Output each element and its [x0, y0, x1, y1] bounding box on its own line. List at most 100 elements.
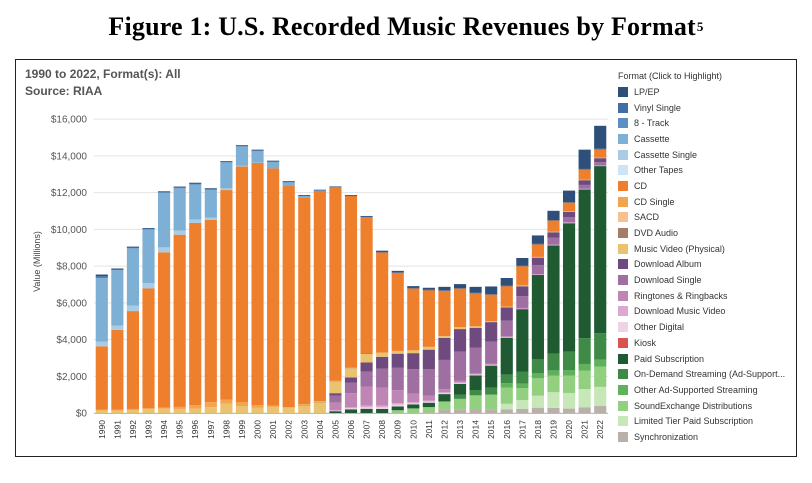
bar-segment[interactable] — [453, 351, 467, 381]
bar-segment[interactable] — [438, 393, 451, 395]
bar-segment[interactable] — [251, 405, 264, 408]
bar-segment[interactable] — [469, 327, 482, 348]
bar-segment[interactable] — [516, 258, 529, 266]
bar-segment[interactable] — [329, 410, 342, 412]
bar-segment[interactable] — [158, 252, 171, 408]
bar-segment[interactable] — [531, 378, 544, 396]
bar-segment[interactable] — [376, 407, 389, 409]
bar-segment[interactable] — [562, 370, 576, 376]
bar-segment[interactable] — [360, 362, 373, 372]
bar-segment[interactable] — [329, 393, 342, 396]
bar-segment[interactable] — [111, 270, 124, 326]
bar-segment[interactable] — [142, 288, 155, 409]
bar-segment[interactable] — [407, 403, 420, 405]
bar-segment[interactable] — [453, 288, 467, 328]
legend-item[interactable]: Paid Subscription — [618, 351, 796, 367]
bar-segment[interactable] — [562, 211, 576, 218]
bar-segment[interactable] — [547, 237, 560, 245]
bar-segment[interactable] — [469, 374, 482, 375]
bar-segment[interactable] — [594, 125, 607, 149]
bar-segment[interactable] — [547, 244, 560, 245]
bar-segment[interactable] — [438, 389, 451, 393]
bar-segment[interactable] — [158, 247, 171, 253]
bar-segment[interactable] — [500, 337, 513, 375]
bar-segment[interactable] — [407, 350, 420, 354]
bar-segment[interactable] — [329, 402, 342, 411]
bar-segment[interactable] — [267, 161, 280, 162]
legend-item[interactable]: SACD — [618, 210, 796, 226]
bar-segment[interactable] — [578, 389, 591, 408]
bar-segment[interactable] — [360, 371, 373, 387]
bar-segment[interactable] — [562, 408, 576, 413]
bar-segment[interactable] — [313, 189, 326, 191]
bar-segment[interactable] — [173, 406, 186, 409]
bar-segment[interactable] — [469, 286, 482, 293]
bar-segment[interactable] — [267, 161, 280, 169]
bar-segment[interactable] — [329, 186, 342, 188]
bar-segment[interactable] — [142, 408, 155, 410]
bar-segment[interactable] — [485, 394, 498, 410]
legend-item[interactable]: Kiosk — [618, 335, 796, 351]
bar-segment[interactable] — [344, 377, 358, 383]
bar-segment[interactable] — [562, 190, 576, 203]
bar-segment[interactable] — [469, 372, 482, 375]
legend-item[interactable]: SoundExchange Distributions — [618, 398, 796, 414]
bar-segment[interactable] — [578, 149, 591, 169]
bar-segment[interactable] — [500, 409, 513, 413]
bar-segment[interactable] — [407, 408, 420, 413]
bar-segment[interactable] — [438, 401, 451, 410]
bar-segment[interactable] — [251, 407, 264, 413]
bar-segment[interactable] — [329, 380, 342, 381]
bar-segment[interactable] — [344, 195, 358, 196]
bar-segment[interactable] — [531, 235, 544, 244]
legend-item[interactable]: Other Digital — [618, 319, 796, 335]
bar-segment[interactable] — [391, 367, 404, 391]
bar-segment[interactable] — [391, 404, 404, 407]
legend-item[interactable]: Cassette Single — [618, 147, 796, 163]
bar-segment[interactable] — [500, 336, 513, 338]
bar-segment[interactable] — [376, 250, 389, 252]
bar-segment[interactable] — [204, 188, 217, 190]
legend-item[interactable]: Vinyl Single — [618, 100, 796, 116]
bar-segment[interactable] — [578, 363, 591, 371]
bar-segment[interactable] — [594, 157, 607, 159]
legend-item[interactable]: CD — [618, 178, 796, 194]
bar-segment[interactable] — [594, 359, 607, 367]
bar-segment[interactable] — [235, 406, 249, 413]
bar-segment[interactable] — [313, 401, 326, 402]
bar-segment[interactable] — [142, 228, 155, 230]
bar-segment[interactable] — [453, 288, 467, 289]
bar-segment[interactable] — [267, 406, 280, 413]
bar-segment[interactable] — [578, 179, 591, 181]
bar-segment[interactable] — [438, 290, 451, 291]
bar-segment[interactable] — [438, 359, 451, 390]
bar-segment[interactable] — [267, 405, 280, 407]
bar-segment[interactable] — [407, 393, 420, 402]
bar-segment[interactable] — [531, 273, 544, 275]
bar-segment[interactable] — [298, 405, 311, 413]
bar-segment[interactable] — [500, 307, 513, 321]
bar-segment[interactable] — [500, 383, 513, 388]
bar-segment[interactable] — [562, 223, 576, 352]
bar-segment[interactable] — [235, 145, 249, 147]
bar-segment[interactable] — [204, 188, 217, 189]
bar-segment[interactable] — [562, 202, 576, 203]
bar-segment[interactable] — [469, 347, 482, 373]
bar-segment[interactable] — [282, 182, 295, 187]
bar-segment[interactable] — [438, 336, 451, 338]
bar-segment[interactable] — [547, 375, 560, 393]
bar-segment[interactable] — [235, 166, 249, 402]
bar-segment[interactable] — [95, 409, 108, 413]
bar-segment[interactable] — [282, 181, 295, 183]
bar-segment[interactable] — [189, 222, 202, 406]
bar-segment[interactable] — [189, 405, 202, 409]
bar-segment[interactable] — [204, 402, 217, 408]
bar-segment[interactable] — [500, 336, 513, 337]
bar-segment[interactable] — [360, 353, 373, 363]
bar-segment[interactable] — [485, 364, 498, 366]
bar-segment[interactable] — [578, 168, 591, 170]
bar-segment[interactable] — [376, 387, 389, 406]
bar-segment[interactable] — [547, 220, 560, 232]
bar-segment[interactable] — [578, 189, 591, 339]
bar-segment[interactable] — [422, 369, 435, 396]
